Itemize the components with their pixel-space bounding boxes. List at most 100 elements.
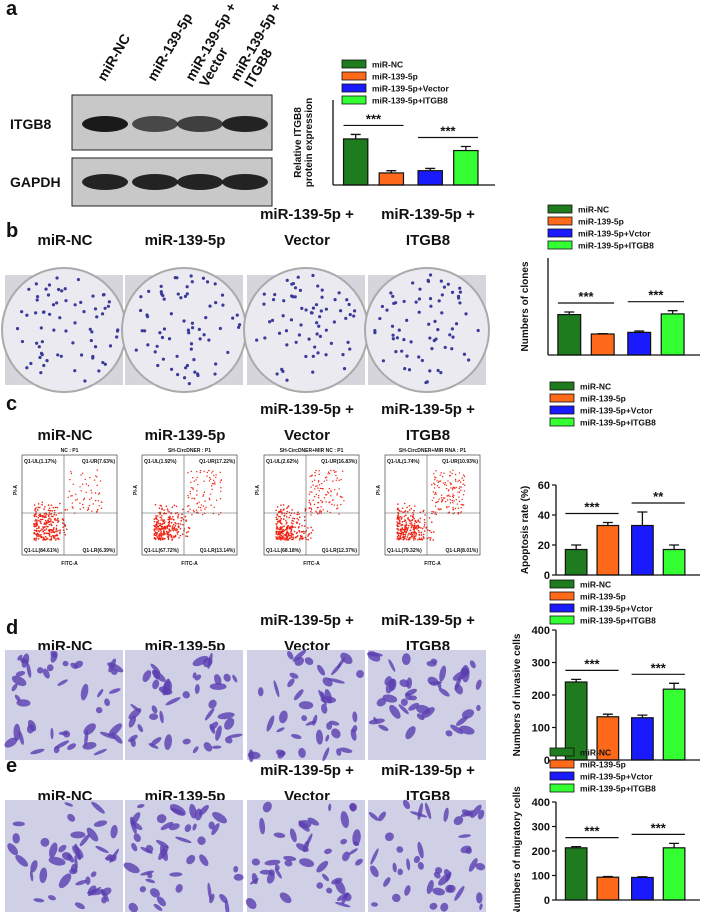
flow-event (37, 535, 39, 537)
flow-event (423, 526, 425, 528)
flow-event (187, 494, 189, 497)
colony (271, 298, 276, 302)
flow-event (308, 507, 310, 509)
flow-event (178, 536, 180, 539)
flow-event (338, 513, 340, 515)
flow-event (443, 483, 446, 486)
cell (142, 670, 152, 683)
flow-event (317, 501, 319, 504)
flow-event (420, 537, 423, 539)
colony (162, 297, 166, 301)
colony (183, 294, 188, 298)
cell (275, 749, 286, 757)
colony (59, 354, 63, 358)
flow-event (445, 487, 448, 490)
flow-event (423, 524, 426, 526)
flow-event (52, 521, 55, 524)
flow-event (336, 492, 338, 495)
cell (438, 688, 450, 697)
flow-event (327, 473, 329, 475)
colony (352, 309, 357, 313)
flow-event (210, 485, 213, 487)
flow-event (283, 508, 285, 511)
flow-event (92, 503, 94, 505)
flow-y-label: PI-A (133, 485, 139, 495)
colony (443, 345, 447, 350)
flow-header: SH-CircDNER+MIR NC : P1 (280, 448, 344, 454)
colony (294, 340, 298, 344)
flow-event (155, 517, 157, 520)
cell (321, 703, 328, 714)
cell (461, 709, 475, 719)
flow-event (289, 532, 292, 534)
flow-event (445, 484, 447, 486)
flow-event (206, 471, 208, 474)
flow-event (454, 487, 456, 490)
colony (97, 369, 101, 373)
cell (175, 836, 192, 844)
cell (455, 716, 468, 726)
flow-event (413, 523, 416, 525)
flow-event (318, 484, 321, 486)
flow-event (462, 494, 465, 496)
colony (352, 314, 356, 318)
flow-event (56, 506, 59, 509)
flow-event (298, 530, 301, 533)
quadrant-label: Q1-LL(68.18%) (266, 548, 301, 554)
flow-event (396, 522, 399, 524)
flow-event (453, 494, 455, 497)
cell (4, 737, 18, 748)
flow-event (37, 537, 40, 540)
flow-event (98, 492, 101, 494)
flow-event (436, 485, 439, 487)
flow-event (163, 519, 166, 521)
colony (311, 370, 315, 374)
cell (72, 845, 84, 859)
colony (402, 338, 406, 342)
flow-event (203, 491, 206, 493)
cell (398, 704, 409, 715)
flow-event (456, 503, 459, 505)
flow-event (187, 530, 190, 533)
cell (211, 745, 222, 749)
colony (417, 297, 422, 301)
flow-event (196, 471, 198, 473)
flow-event (49, 520, 51, 523)
cell (342, 851, 350, 862)
colony (93, 345, 98, 349)
colony (39, 371, 43, 375)
significance-label: *** (578, 289, 594, 304)
blot-band (82, 174, 128, 190)
flow-event (450, 487, 452, 489)
legend-label: miR-139-5p (580, 592, 626, 602)
colony (347, 302, 351, 307)
colony (83, 379, 87, 383)
flow-event (408, 518, 410, 521)
flow-event (189, 508, 191, 511)
bar (662, 688, 686, 761)
flow-event (413, 537, 415, 539)
blot-band (177, 174, 223, 190)
cell (209, 682, 227, 690)
flow-event (285, 537, 288, 540)
colony (204, 316, 208, 320)
cell (378, 811, 387, 822)
flow-event (42, 538, 44, 541)
legend-label: miR-139-5p (580, 760, 626, 770)
flow-event (324, 476, 327, 479)
flow-event (82, 507, 85, 509)
cell (292, 649, 307, 662)
cell (396, 846, 404, 853)
legend-swatch (547, 204, 573, 214)
flow-event (202, 494, 205, 496)
flow-event (326, 479, 328, 481)
flow-event (45, 513, 48, 516)
colony (275, 372, 279, 376)
flow-event (396, 524, 399, 526)
flow-event (162, 520, 164, 523)
flow-event (452, 493, 454, 495)
flow-event (396, 521, 398, 523)
colony (60, 289, 64, 293)
panel-label: d (6, 617, 18, 639)
